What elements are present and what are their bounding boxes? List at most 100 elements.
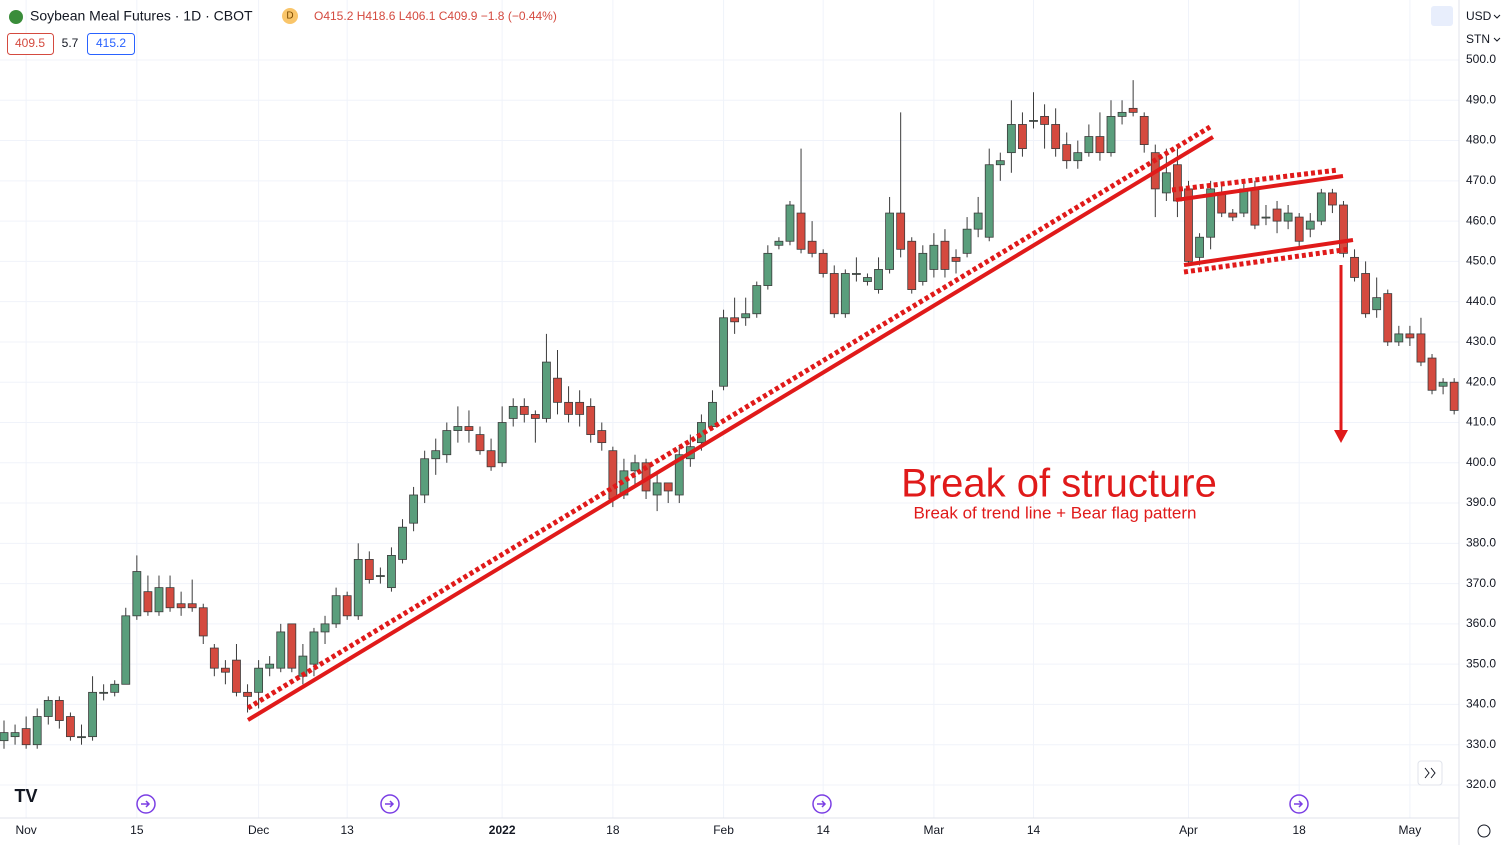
candle-body xyxy=(818,252,828,274)
tv-logo: TV xyxy=(14,786,37,806)
candle-body xyxy=(364,559,374,580)
y-tick-label: 500.0 xyxy=(1466,52,1496,66)
x-tick-label: 14 xyxy=(817,823,831,837)
candle-body xyxy=(752,285,762,315)
y-tick-label: 490.0 xyxy=(1466,92,1496,106)
candle-body xyxy=(21,728,31,746)
candle-body xyxy=(774,240,784,246)
y-tick-label: 330.0 xyxy=(1466,737,1496,751)
y-tick-label: 400.0 xyxy=(1466,455,1496,469)
symbol-icon xyxy=(9,10,23,24)
candle-body xyxy=(442,430,452,456)
candle-body xyxy=(32,716,42,746)
candle-body xyxy=(121,615,131,685)
y-tick-label: 460.0 xyxy=(1466,213,1496,227)
dropdown-arrows xyxy=(1493,14,1501,42)
candle-body xyxy=(1073,152,1083,162)
candle-body xyxy=(198,607,208,637)
candle-body xyxy=(0,732,9,742)
candle-body xyxy=(1051,124,1061,150)
ask-box[interactable] xyxy=(87,33,135,55)
candle-body xyxy=(586,405,596,435)
candle-body xyxy=(475,434,485,452)
candle-body xyxy=(630,462,640,472)
candle-body xyxy=(951,256,961,262)
candle-body xyxy=(342,595,352,617)
flag-bottom xyxy=(1183,238,1354,267)
candle-body xyxy=(1261,216,1271,219)
currency[interactable]: USD xyxy=(1466,9,1492,23)
candle-body xyxy=(719,317,728,387)
candle-body xyxy=(1438,381,1448,387)
candle-body xyxy=(1128,107,1138,113)
candle-body xyxy=(885,212,894,270)
candle-body xyxy=(896,212,906,250)
candle-body xyxy=(530,414,540,419)
candle-body xyxy=(851,273,861,275)
candle-body xyxy=(796,212,806,250)
y-tick-label: 470.0 xyxy=(1466,173,1496,187)
flag-top xyxy=(1175,174,1344,202)
candle-body xyxy=(1372,297,1382,311)
candle-body xyxy=(254,667,264,693)
candle-body xyxy=(1361,273,1371,315)
candle-body xyxy=(453,426,463,431)
candle-body xyxy=(1206,188,1216,238)
screenshot-btn[interactable] xyxy=(1431,6,1453,26)
candle-body xyxy=(320,623,330,633)
x-tick-label: Apr xyxy=(1179,823,1198,837)
x-tick-label: May xyxy=(1399,823,1422,837)
candle-body xyxy=(1316,192,1326,222)
candle-body xyxy=(1305,220,1315,230)
candle-body xyxy=(77,736,86,739)
y-tick-label: 390.0 xyxy=(1466,495,1496,509)
bid-box[interactable] xyxy=(7,33,54,55)
unit[interactable]: STN xyxy=(1466,32,1490,46)
candle-body xyxy=(66,716,75,738)
candle-body xyxy=(1294,216,1304,242)
candle-body xyxy=(176,603,186,609)
candle-body xyxy=(331,595,341,625)
candle-body xyxy=(1217,192,1227,214)
candle-body xyxy=(995,160,1005,166)
settings-icon[interactable] xyxy=(1477,824,1491,838)
candle-body xyxy=(165,587,175,609)
y-tick-label: 430.0 xyxy=(1466,334,1496,348)
axes: 320.0 330.0 340.0 350.0 360.0 370.0 380.0 390.0… xyxy=(15,52,1496,837)
candle-body xyxy=(409,494,418,524)
candle-body xyxy=(730,317,740,323)
candle-body xyxy=(1106,115,1116,154)
candle-body xyxy=(807,240,817,254)
x-tick-label: 18 xyxy=(606,823,620,837)
candle-body xyxy=(564,401,573,415)
candle-body xyxy=(763,252,773,286)
event-icons xyxy=(136,794,1309,814)
scroll-btn[interactable] xyxy=(1417,760,1443,786)
y-tick-label: 360.0 xyxy=(1466,616,1496,630)
y-tick-label: 350.0 xyxy=(1466,656,1496,670)
candle-body xyxy=(652,482,662,496)
annotation-title: Break of structure xyxy=(901,462,1217,506)
symbol: Soybean Meal Futures · 1D · CBOT xyxy=(30,8,253,24)
candle-body xyxy=(187,603,197,609)
candle-body xyxy=(287,623,297,669)
candle-body xyxy=(508,405,518,419)
candle-body xyxy=(99,691,109,694)
candle-body xyxy=(1095,136,1105,154)
y-tick-label: 410.0 xyxy=(1466,415,1496,429)
candle-body xyxy=(220,667,230,673)
candle-body xyxy=(10,732,20,738)
x-tick-label: Dec xyxy=(248,823,269,837)
candle-body xyxy=(929,244,939,270)
candle-body xyxy=(431,450,441,460)
y-tick-label: 450.0 xyxy=(1466,254,1496,268)
candle-body xyxy=(785,204,795,242)
candle-body xyxy=(243,691,252,697)
ask: 415.2 xyxy=(96,36,126,50)
spread: 5.7 xyxy=(62,36,79,50)
candle-body xyxy=(1029,120,1038,122)
candle-body xyxy=(1084,136,1094,154)
candle-body xyxy=(353,559,363,617)
x-tick-label: 13 xyxy=(340,823,354,837)
